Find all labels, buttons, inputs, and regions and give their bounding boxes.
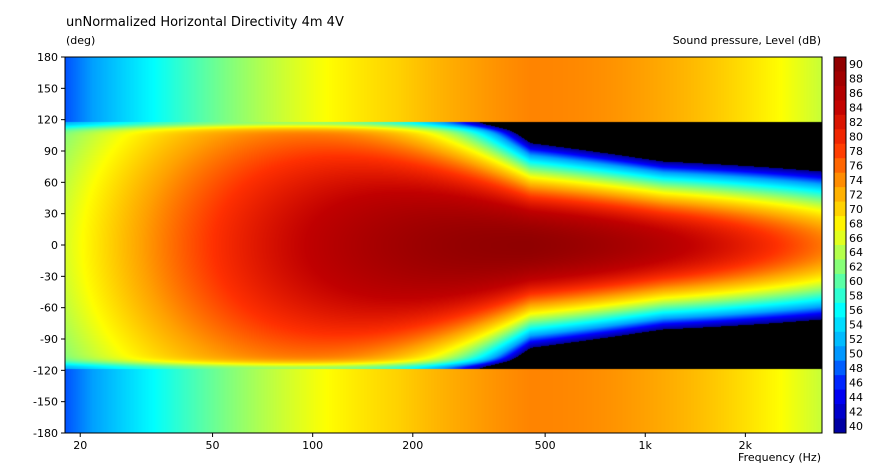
colorbar-tick-label: 56 <box>849 304 863 317</box>
colorbar-tick-label: 50 <box>849 347 863 360</box>
x-tick-label: 2k <box>739 439 753 452</box>
y-tick-label: -180 <box>33 427 58 440</box>
y-tick-label: -60 <box>40 302 58 315</box>
colorbar-tick-label: 66 <box>849 232 863 245</box>
colorbar-tick-label: 42 <box>849 405 863 418</box>
x-axis-label: Frequency (Hz) <box>738 451 821 464</box>
colorbar-tick-label: 58 <box>849 290 863 303</box>
colorbar-swatch <box>834 317 846 333</box>
colorbar-tick-label: 62 <box>849 261 863 274</box>
colorbar-swatch <box>834 418 846 434</box>
colorbar-swatch <box>834 389 846 405</box>
y-tick-label: 60 <box>44 176 58 189</box>
x-tick-label: 200 <box>402 439 423 452</box>
colorbar-swatch <box>834 404 846 420</box>
colorbar-tick-label: 72 <box>849 188 863 201</box>
colorbar-swatch <box>834 85 846 101</box>
colorbar-swatch <box>834 158 846 174</box>
x-tick-label: 1k <box>639 439 653 452</box>
y-tick-label: 30 <box>44 208 58 221</box>
colorbar-swatch <box>834 230 846 246</box>
colorbar-tick-label: 80 <box>849 131 863 144</box>
colorbar-swatch <box>834 375 846 391</box>
y-axis-ticks: 180 150 120 90 60 30 0 -30 -60 -90 -120 -150 -180 <box>33 51 65 440</box>
y-tick-label: 120 <box>37 114 58 127</box>
colorbar-swatch <box>834 129 846 145</box>
y-tick-label: -30 <box>40 270 58 283</box>
colorbar-tick-label: 82 <box>849 116 863 129</box>
y-tick-label: 0 <box>51 239 58 252</box>
colorbar-swatch <box>834 187 846 203</box>
y-tick-label: 150 <box>37 82 58 95</box>
colorbar-swatch <box>834 288 846 304</box>
colorbar-frame <box>833 56 847 434</box>
colorbar-tick-label: 76 <box>849 159 863 172</box>
y-tick-label: 90 <box>44 145 58 158</box>
colorbar-tick-label: 54 <box>849 319 863 332</box>
colorbar-swatch <box>834 302 846 318</box>
colorbar-tick-label: 74 <box>849 174 863 187</box>
colorbar-swatch <box>834 245 846 260</box>
x-tick-label: 500 <box>535 439 556 452</box>
y-tick-label: -150 <box>33 396 58 409</box>
heatmap-canvas-container <box>65 57 822 433</box>
y-tick-label: 180 <box>37 51 58 64</box>
colorbar-tick-label: 64 <box>849 246 863 259</box>
colorbar-swatch <box>834 57 846 72</box>
colorbar-tick-label: 70 <box>849 203 863 216</box>
x-tick-label: 50 <box>206 439 220 452</box>
colorbar-swatch <box>834 114 846 130</box>
x-tick-label: 20 <box>73 439 87 452</box>
colorbar-tick-label: 84 <box>849 102 863 115</box>
colorbar-tick-label: 48 <box>849 362 863 375</box>
colorbar-tick-label: 88 <box>849 73 863 86</box>
colorbar-label: Sound pressure, Level (dB) <box>673 34 821 47</box>
x-axis-ticks: 20 50 100 200 500 1k 2k <box>73 433 753 452</box>
colorbar-swatch <box>834 360 846 376</box>
y-tick-label: -120 <box>33 364 58 377</box>
colorbar-tick-label: 52 <box>849 333 863 346</box>
colorbar-swatch <box>834 273 846 289</box>
colorbar-swatch <box>834 331 846 347</box>
colorbar-tick-label: 46 <box>849 376 863 389</box>
colorbar-swatch <box>834 346 846 362</box>
colorbar-tick-label: 78 <box>849 145 863 158</box>
colorbar-swatch <box>834 259 846 275</box>
colorbar-tick-label: 68 <box>849 217 863 230</box>
colorbar-swatch <box>834 100 846 116</box>
y-axis-label: (deg) <box>66 34 95 47</box>
y-tick-label: -90 <box>40 333 58 346</box>
colorbar-swatch <box>834 172 846 188</box>
colorbar-swatch <box>834 143 846 159</box>
colorbar-tick-label: 44 <box>849 391 863 404</box>
colorbar-swatch <box>834 71 846 87</box>
colorbar-tick-label: 86 <box>849 87 863 100</box>
heatmap-canvas <box>65 57 822 433</box>
chart-title: unNormalized Horizontal Directivity 4m 4… <box>66 15 344 30</box>
colorbar-swatch <box>834 216 846 232</box>
colorbar-swatch <box>834 201 846 217</box>
colorbar-tick-label: 90 <box>849 58 863 71</box>
colorbar-tick-label: 60 <box>849 275 863 288</box>
x-tick-label: 100 <box>302 439 323 452</box>
heatmap-plot-area <box>64 56 823 434</box>
colorbar-tick-label: 40 <box>849 420 863 433</box>
